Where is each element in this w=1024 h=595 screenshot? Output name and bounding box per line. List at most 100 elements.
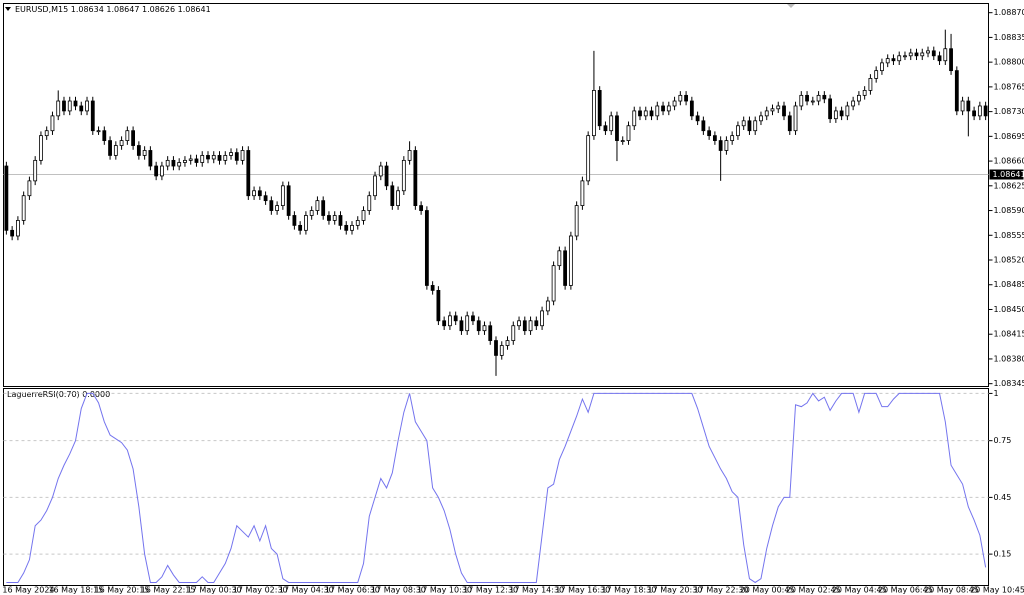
- candle-body: [540, 310, 544, 327]
- candle-body: [914, 52, 919, 57]
- candle-body: [482, 325, 487, 332]
- candle-body: [102, 130, 107, 141]
- candle-body: [367, 195, 372, 211]
- last-price-label: 1.08641: [993, 170, 1024, 179]
- candle-body: [10, 229, 15, 237]
- candle-body: [603, 125, 608, 132]
- candle-body: [269, 200, 274, 211]
- candle-body: [62, 100, 66, 112]
- candle-body: [183, 159, 187, 163]
- candle-body: [373, 175, 377, 197]
- candle-body: [90, 100, 95, 132]
- y-tick-label: 0.45: [994, 493, 1012, 502]
- candle-body: [338, 215, 343, 226]
- candle-body: [378, 165, 383, 177]
- candle-body: [937, 55, 942, 62]
- candle-body: [810, 100, 815, 103]
- candle-body: [891, 58, 896, 62]
- candle-body: [816, 94, 821, 102]
- candle-body: [85, 100, 89, 112]
- y-tick-label: 1.08520: [994, 256, 1024, 265]
- candle-body: [620, 140, 625, 142]
- candle-body: [736, 125, 740, 137]
- candle-body: [27, 180, 32, 197]
- y-tick-label: 1.08625: [994, 181, 1024, 190]
- candle-body: [396, 190, 400, 206]
- candle-body: [211, 155, 216, 160]
- candle-body: [384, 165, 389, 187]
- candle-body: [983, 105, 988, 117]
- candle-body: [413, 150, 418, 206]
- candle-body: [96, 130, 101, 133]
- candle-body: [390, 185, 395, 206]
- candle-body: [275, 205, 280, 211]
- y-tick-label: 1.08765: [994, 82, 1024, 91]
- candle-body: [828, 98, 832, 120]
- candle-body: [257, 190, 262, 197]
- candle-body: [217, 155, 222, 161]
- candle-body: [718, 140, 723, 151]
- candle-body: [874, 70, 879, 79]
- y-tick-label: 1.08450: [994, 305, 1024, 314]
- candle-body: [234, 152, 239, 161]
- candle-body: [79, 105, 84, 112]
- candle-body: [142, 150, 147, 156]
- candle-body: [851, 100, 856, 107]
- candle-body: [730, 135, 735, 141]
- x-tick-label: 16 May 2024: [2, 586, 54, 595]
- candle-body: [666, 105, 671, 112]
- candle-body: [724, 140, 729, 151]
- candle-body: [534, 320, 539, 327]
- candle-body: [759, 115, 763, 122]
- candle-body: [597, 90, 602, 127]
- candle-body: [833, 110, 838, 120]
- menu-arrow[interactable]: [5, 7, 11, 11]
- candle-body: [960, 100, 965, 112]
- candle-body: [643, 110, 648, 117]
- candle-body: [977, 105, 982, 117]
- candle-body: [649, 110, 654, 117]
- price-panel: [3, 3, 989, 387]
- candle-body: [712, 135, 717, 141]
- y-tick-label: 1.08485: [994, 280, 1024, 289]
- candle-body: [206, 155, 210, 160]
- y-tick-label: 1.08590: [994, 206, 1024, 215]
- candle-body: [903, 55, 907, 58]
- y-tick-label: 1.08695: [994, 132, 1024, 141]
- candle-body: [592, 90, 596, 137]
- candle-body: [949, 48, 953, 72]
- candle-body: [678, 94, 683, 102]
- candle-body: [154, 165, 159, 177]
- candle-body: [108, 140, 112, 156]
- candle-body: [885, 58, 890, 64]
- candle-body: [488, 325, 493, 341]
- candle-body: [655, 105, 660, 117]
- candle-body: [782, 105, 786, 117]
- candle-body: [972, 110, 976, 117]
- x-tick-label: 20 May 10:45: [970, 586, 1024, 595]
- candle-body: [309, 210, 314, 216]
- candle-body: [799, 94, 804, 107]
- x-tick-label: 17 May 20:30: [648, 586, 703, 595]
- candle-body: [200, 155, 205, 163]
- candle-body: [298, 224, 303, 231]
- x-tick-label: 16 May 22:15: [141, 586, 196, 595]
- candle-body: [188, 158, 193, 161]
- candle-body: [350, 224, 354, 231]
- candle-body: [615, 115, 619, 141]
- candle-body: [511, 325, 516, 341]
- candle-body: [661, 105, 665, 112]
- candle-body: [344, 224, 349, 231]
- y-tick-label: 1.08870: [994, 8, 1024, 17]
- y-tick-label: 1.08345: [994, 379, 1024, 388]
- x-tick-label: 17 May 10:30: [417, 586, 472, 595]
- candle-body: [522, 320, 527, 332]
- x-tick-label: 17 May 08:30: [371, 586, 426, 595]
- candle-body: [125, 130, 130, 141]
- candle-body: [586, 135, 591, 182]
- last-price-box: [989, 169, 1024, 180]
- candle-body: [401, 159, 406, 192]
- candle-body: [856, 94, 861, 102]
- candle-body: [880, 62, 884, 72]
